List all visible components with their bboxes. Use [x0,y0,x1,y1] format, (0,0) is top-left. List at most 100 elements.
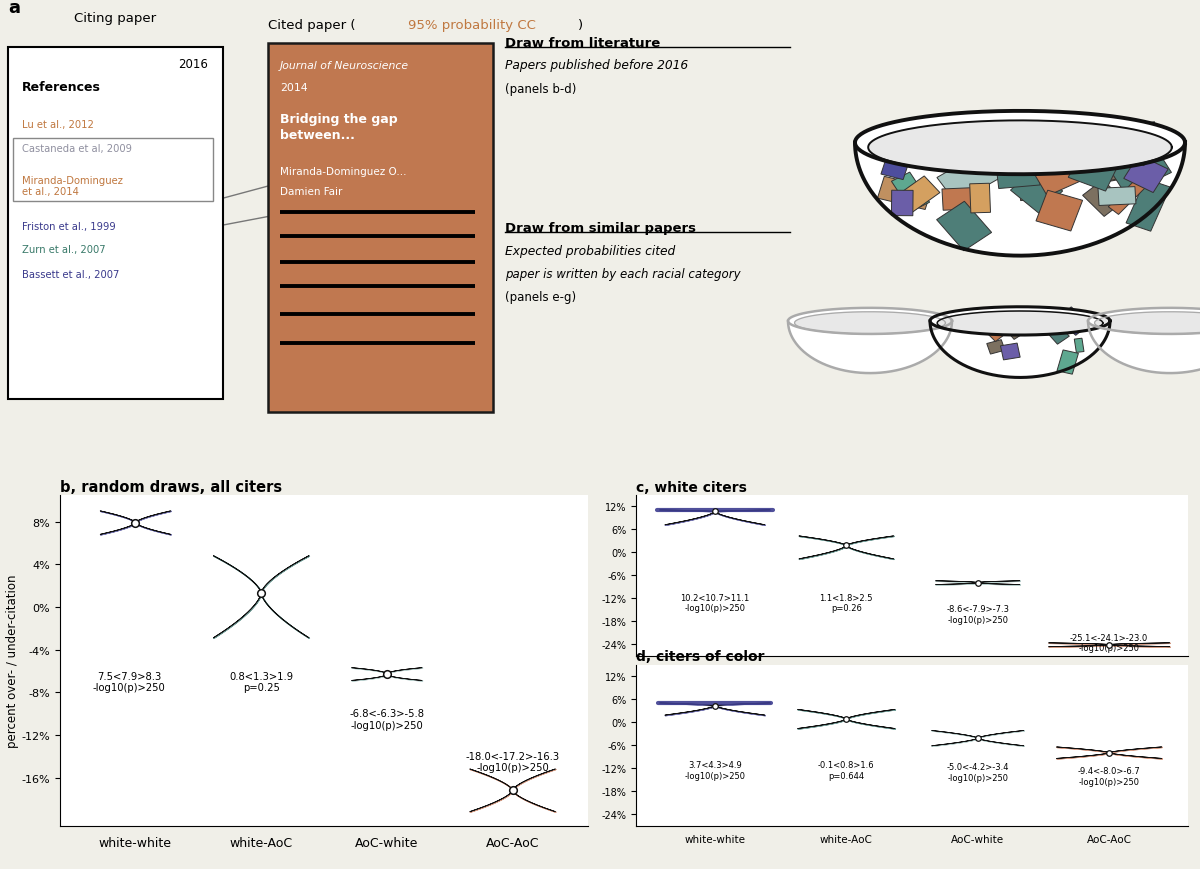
Text: 0.8<1.3>1.9
p=0.25: 0.8<1.3>1.9 p=0.25 [229,671,293,693]
Text: AoC-white: AoC-white [355,836,419,849]
Polygon shape [1001,343,1020,361]
Text: white-white: white-white [98,836,172,849]
Text: Castaneda et al, 2009: Castaneda et al, 2009 [22,143,132,153]
Polygon shape [794,313,946,335]
Polygon shape [1043,320,1069,345]
Polygon shape [1082,181,1124,217]
Text: Citing paper: Citing paper [74,12,156,24]
Text: AoC-AoC: AoC-AoC [1087,833,1132,844]
Polygon shape [1088,308,1200,335]
Polygon shape [996,316,1010,333]
Polygon shape [1007,123,1038,159]
Polygon shape [1109,180,1146,216]
Polygon shape [878,131,923,159]
Polygon shape [1042,136,1085,163]
Text: (panels b-d): (panels b-d) [505,83,576,96]
Text: c, white citers: c, white citers [636,481,746,494]
Polygon shape [1115,123,1163,162]
Polygon shape [1044,136,1088,174]
Polygon shape [1091,130,1135,182]
Polygon shape [1032,131,1068,165]
Polygon shape [937,202,991,251]
Polygon shape [881,159,908,181]
Text: 7.5<7.9>8.3
-log10(p)>250: 7.5<7.9>8.3 -log10(p)>250 [92,671,166,693]
Text: Cited paper (: Cited paper ( [268,19,355,32]
Polygon shape [1123,156,1168,193]
Text: a: a [8,0,20,17]
Text: (panels e-g): (panels e-g) [505,291,576,304]
Text: Draw from similar papers: Draw from similar papers [505,222,696,235]
Polygon shape [1057,350,1079,375]
Polygon shape [1032,124,1080,164]
Polygon shape [937,153,1001,203]
Polygon shape [788,322,952,374]
Text: Miranda-Dominguez
et al., 2014: Miranda-Dominguez et al., 2014 [22,176,122,197]
Y-axis label: percent over- / under-citation: percent over- / under-citation [6,574,19,747]
Polygon shape [1049,315,1072,334]
Text: white-white: white-white [684,664,745,674]
Polygon shape [942,189,977,211]
Polygon shape [1018,172,1036,202]
Text: -9.4<-8.0>-6.7
-log10(p)>250: -9.4<-8.0>-6.7 -log10(p)>250 [1078,766,1140,786]
Text: Journal of Neuroscience: Journal of Neuroscience [280,61,409,70]
Text: Expected probabilities cited: Expected probabilities cited [505,245,676,258]
FancyBboxPatch shape [8,48,223,400]
Polygon shape [892,191,913,216]
Polygon shape [937,312,1103,335]
Text: 2016: 2016 [178,58,208,70]
Polygon shape [1088,322,1200,374]
Text: AoC-white: AoC-white [952,664,1004,674]
Polygon shape [970,184,990,214]
Text: Damien Fair: Damien Fair [280,187,342,196]
Text: 1.1<1.8>2.5
p=0.26: 1.1<1.8>2.5 p=0.26 [820,593,874,613]
Text: 10.2<10.7>11.1
-log10(p)>250: 10.2<10.7>11.1 -log10(p)>250 [680,593,750,613]
Polygon shape [1126,180,1170,232]
Polygon shape [1087,141,1147,184]
Polygon shape [1032,156,1080,196]
Polygon shape [1063,124,1097,152]
Polygon shape [856,112,1186,175]
Polygon shape [1051,320,1067,335]
Text: Friston et al., 1999: Friston et al., 1999 [22,222,115,231]
Text: paper is written by each racial category: paper is written by each racial category [505,268,740,281]
Polygon shape [1006,316,1026,331]
Polygon shape [894,176,940,215]
Polygon shape [974,124,998,149]
Text: d, citers of color: d, citers of color [636,650,764,664]
Polygon shape [1002,321,1022,340]
Text: -25.1<-24.1>-23.0
-log10(p)>250: -25.1<-24.1>-23.0 -log10(p)>250 [1070,634,1148,653]
Text: -8.6<-7.9>-7.3
-log10(p)>250: -8.6<-7.9>-7.3 -log10(p)>250 [947,605,1009,624]
Polygon shape [892,173,930,212]
Polygon shape [1098,119,1158,167]
Text: 2014: 2014 [280,83,307,92]
Text: Lu et al., 2012: Lu et al., 2012 [22,120,94,129]
Text: Zurn et al., 2007: Zurn et al., 2007 [22,245,106,255]
Polygon shape [788,308,952,335]
Text: 3.7<4.3>4.9
-log10(p)>250: 3.7<4.3>4.9 -log10(p)>250 [684,760,745,779]
Text: -6.8<-6.3>-5.8
-log10(p)>250: -6.8<-6.3>-5.8 -log10(p)>250 [349,708,425,730]
Text: AoC-white: AoC-white [952,833,1004,844]
Text: white-AoC: white-AoC [820,664,872,674]
Polygon shape [869,122,1171,175]
Text: Bridging the gap
between...: Bridging the gap between... [280,113,397,142]
FancyBboxPatch shape [268,43,493,413]
Polygon shape [1068,136,1126,192]
Text: -0.1<0.8>1.6
p=0.644: -0.1<0.8>1.6 p=0.644 [818,760,875,779]
Text: Bassett et al., 2007: Bassett et al., 2007 [22,269,119,279]
Text: Miranda-Dominguez O...: Miranda-Dominguez O... [280,167,407,176]
Text: Papers published before 2016: Papers published before 2016 [505,59,688,72]
Polygon shape [1074,339,1084,353]
Polygon shape [1036,191,1082,232]
Text: Draw from literature: Draw from literature [505,36,660,50]
Text: -18.0<-17.2>-16.3
-log10(p)>250: -18.0<-17.2>-16.3 -log10(p)>250 [466,751,559,773]
Text: white-AoC: white-AoC [229,836,293,849]
Text: white-white: white-white [684,833,745,844]
Polygon shape [980,320,1006,342]
Text: References: References [22,82,101,94]
Text: AoC-AoC: AoC-AoC [1087,664,1132,674]
Text: b, random draws, all citers: b, random draws, all citers [60,479,282,494]
Polygon shape [877,177,932,210]
Text: white-AoC: white-AoC [820,833,872,844]
Polygon shape [1094,313,1200,335]
Polygon shape [996,167,1040,189]
